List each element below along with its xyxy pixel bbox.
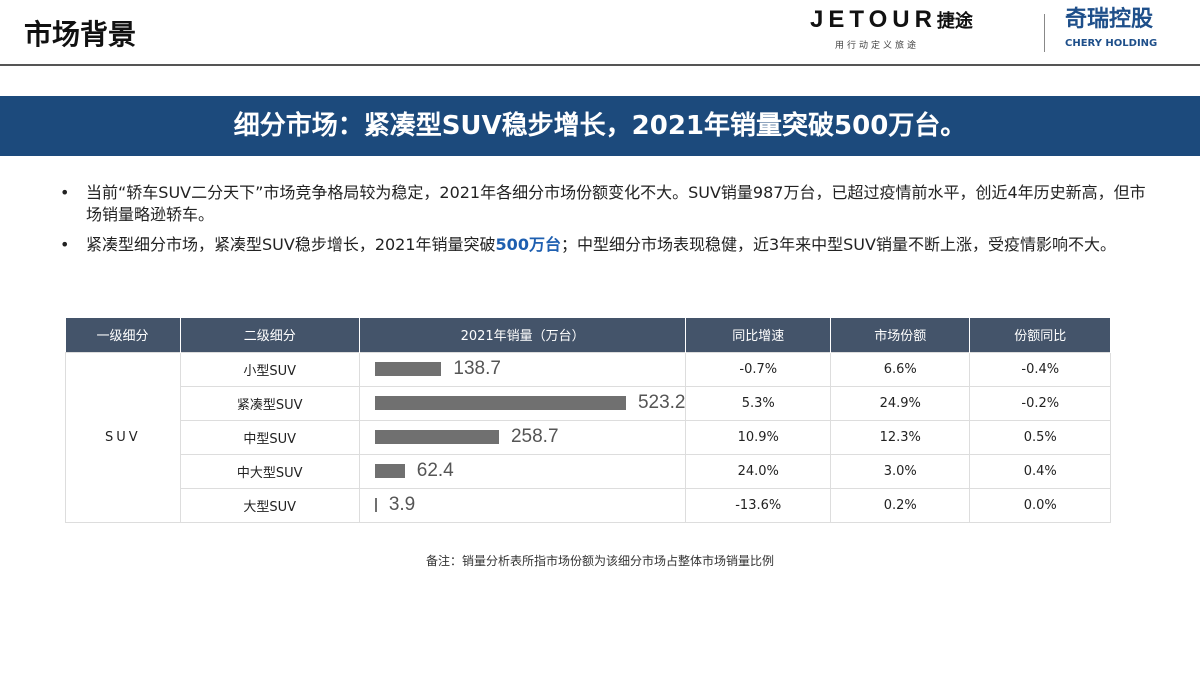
- table-row: SUV 小型SUV 138.7 -0.7% 6.6% -0.4%: [65, 351, 1111, 523]
- banner-title: 细分市场：紧凑型SUV稳步增长，2021年销量突破500万台。: [0, 96, 1200, 156]
- share-yoy: 0.5%: [969, 419, 1111, 455]
- table-row: 紧凑型SUV 523.2 5.3% 24.9% -0.2%: [66, 385, 1111, 421]
- sales-cell: 523.2: [358, 385, 687, 421]
- jetour-logo-text: JETOUR: [810, 6, 937, 33]
- bullet-text: 紧凑型细分市场，紧凑型SUV稳步增长，2021年销量突破: [86, 235, 496, 254]
- segment-name: 小型SUV: [179, 351, 360, 387]
- share-yoy: -0.2%: [969, 385, 1111, 421]
- market-share: 24.9%: [829, 385, 971, 421]
- segment-name: 中大型SUV: [179, 453, 360, 489]
- bullet-item: 紧凑型细分市场，紧凑型SUV稳步增长，2021年销量突破500万台；中型细分市场…: [60, 234, 1150, 256]
- col-header: 2021年销量（万台）: [359, 318, 687, 352]
- segment-name: 紧凑型SUV: [179, 385, 360, 421]
- sales-bar: [374, 396, 626, 410]
- market-share: 3.0%: [829, 453, 971, 489]
- table-row: 大型SUV 3.9 -13.6% 0.2% 0.0%: [66, 487, 1111, 523]
- sales-cell: 258.7: [358, 419, 687, 455]
- sales-bar: [374, 362, 442, 376]
- slogan: 用行动定义旅途: [835, 41, 920, 51]
- logo-divider: [1044, 14, 1045, 52]
- bullet-item: 当前“轿车SUV二分天下”市场竞争格局较为稳定，2021年各细分市场份额变化不大…: [60, 182, 1150, 226]
- yoy-growth: -13.6%: [685, 487, 831, 523]
- sales-cell: 62.4: [358, 453, 687, 489]
- col-header: 一级细分: [65, 318, 181, 352]
- share-yoy: 0.4%: [969, 453, 1111, 489]
- market-share: 0.2%: [829, 487, 971, 523]
- table-row: 中大型SUV 62.4 24.0% 3.0% 0.4%: [66, 453, 1111, 489]
- yoy-growth: -0.7%: [685, 351, 831, 387]
- footnote: 备注：销量分析表所指市场份额为该细分市场占整体市场销量比例: [425, 554, 774, 568]
- sales-value: 258.7: [510, 426, 559, 447]
- suv-sales-table: 一级细分 二级细分 2021年销量（万台） 同比增速 市场份额 份额同比 SUV…: [65, 318, 1111, 523]
- sales-cell: 3.9: [358, 487, 687, 523]
- bullet-text: ；中型细分市场表现稳健，近3年来中型SUV销量不断上涨，受疫情影响不大。: [560, 235, 1116, 254]
- table-row: 中型SUV 258.7 10.9% 12.3% 0.5%: [66, 419, 1111, 455]
- sales-value: 62.4: [416, 460, 454, 481]
- header-divider: [0, 64, 1200, 66]
- page-title: 市场背景: [24, 18, 137, 51]
- col-header: 份额同比: [969, 318, 1111, 352]
- jetour-logo-cn: 捷途: [936, 11, 973, 31]
- col-header: 市场份额: [830, 318, 971, 352]
- market-share: 6.6%: [829, 351, 971, 387]
- yoy-growth: 5.3%: [685, 385, 831, 421]
- segment-name: 中型SUV: [179, 419, 360, 455]
- bullet-highlight: 500万台: [495, 235, 561, 254]
- segment-name: 大型SUV: [179, 487, 360, 523]
- yoy-growth: 24.0%: [685, 453, 831, 489]
- sales-cell: 138.7: [358, 351, 687, 387]
- bullet-list: 当前“轿车SUV二分天下”市场竞争格局较为稳定，2021年各细分市场份额变化不大…: [60, 182, 1150, 264]
- sales-value: 138.7: [453, 358, 501, 379]
- chery-logo: 奇瑞控股: [1065, 7, 1154, 32]
- sales-bar: [374, 498, 377, 512]
- sales-bar: [374, 430, 499, 444]
- chery-logo-en: CHERY HOLDING: [1065, 38, 1158, 49]
- sales-value: 523.2: [637, 392, 686, 413]
- jetour-logo: JETOUR捷途: [810, 6, 973, 34]
- col-header: 二级细分: [180, 318, 360, 352]
- col-header: 同比增速: [685, 318, 831, 352]
- market-share: 12.3%: [829, 419, 971, 455]
- group-cell: SUV: [65, 351, 181, 523]
- sales-bar: [374, 464, 405, 478]
- share-yoy: -0.4%: [969, 351, 1111, 387]
- sales-value: 3.9: [388, 494, 416, 515]
- yoy-growth: 10.9%: [685, 419, 831, 455]
- share-yoy: 0.0%: [969, 487, 1111, 523]
